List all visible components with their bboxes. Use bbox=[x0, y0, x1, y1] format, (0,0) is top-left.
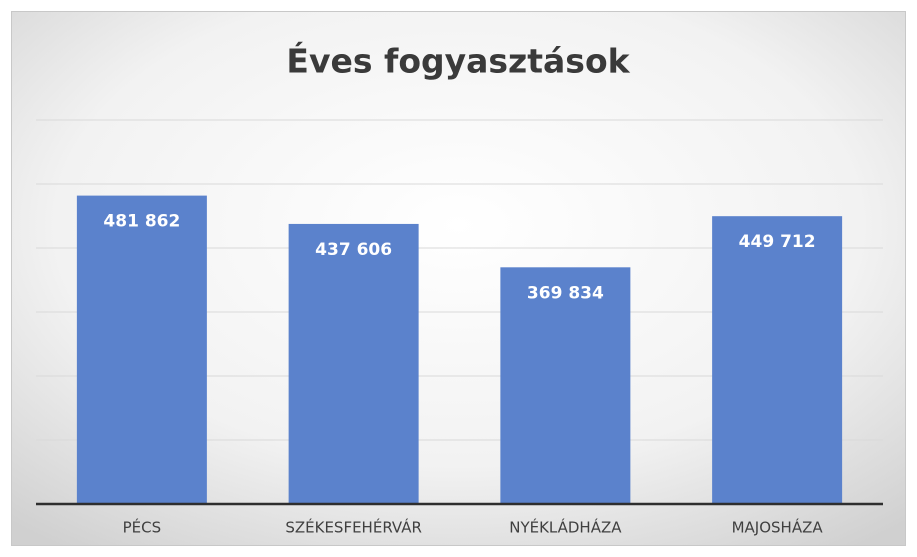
bar bbox=[500, 267, 631, 504]
bar bbox=[712, 216, 843, 504]
x-tick-label: PÉCS bbox=[123, 518, 162, 537]
data-label: 437 606 bbox=[315, 240, 392, 260]
bar bbox=[288, 223, 419, 504]
data-label: 369 834 bbox=[527, 283, 604, 303]
x-tick-label: SZÉKESFEHÉRVÁR bbox=[285, 518, 422, 537]
x-tick-label: MAJOSHÁZA bbox=[732, 518, 824, 537]
data-label: 449 712 bbox=[739, 232, 816, 252]
data-label: 481 862 bbox=[103, 212, 180, 232]
bar bbox=[76, 195, 207, 504]
x-tick-label: NYÉKLÁDHÁZA bbox=[509, 518, 622, 537]
chart-title: Éves fogyasztások bbox=[286, 41, 630, 81]
